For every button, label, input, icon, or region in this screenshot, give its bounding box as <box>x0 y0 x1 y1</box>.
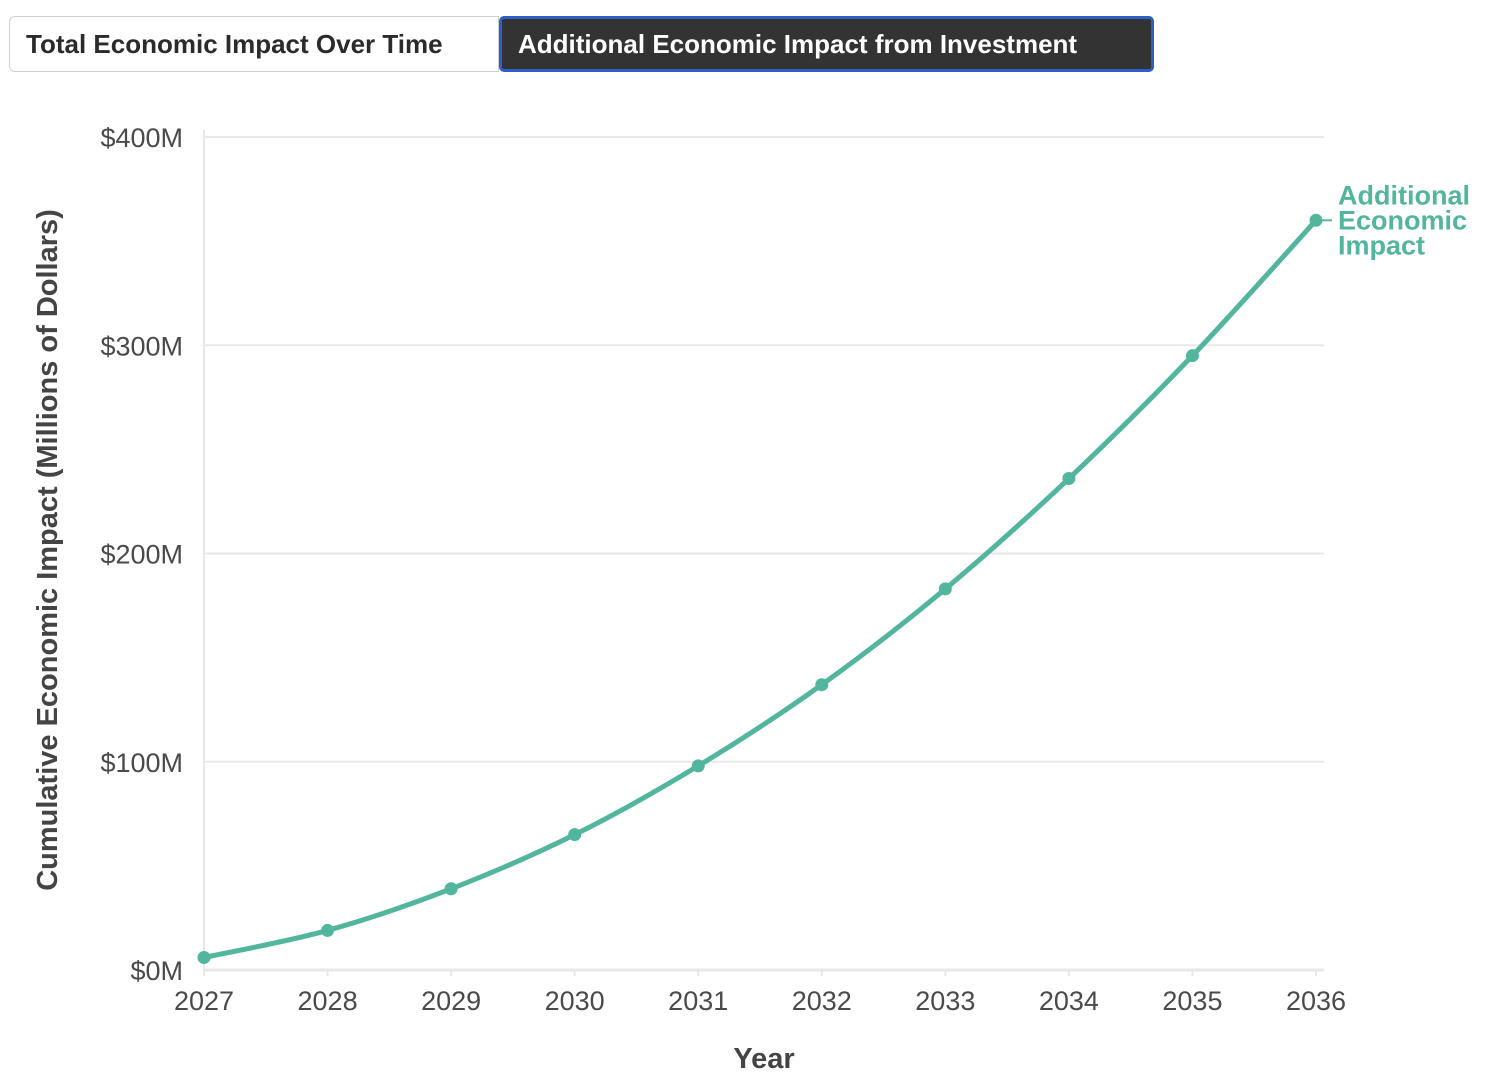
gridlines <box>204 136 1324 763</box>
y-tick-label: $0M <box>130 956 183 986</box>
x-tick-label: 2029 <box>421 986 481 1016</box>
x-axis-title: Year <box>733 1043 794 1075</box>
y-tick-label: $200M <box>100 540 183 570</box>
x-tick-label: 2036 <box>1286 986 1346 1016</box>
x-tick-label: 2030 <box>545 986 605 1016</box>
y-axis-tick-labels: $0M $100M $200M $300M $400M <box>100 123 183 986</box>
axes <box>203 130 1324 976</box>
data-point-2027[interactable] <box>197 951 211 965</box>
y-axis-title: Cumulative Economic Impact (Millions of … <box>32 209 64 891</box>
x-tick-label: 2027 <box>174 986 234 1016</box>
x-tick-label: 2034 <box>1039 986 1099 1016</box>
y-tick-label: $100M <box>100 748 183 778</box>
series-line <box>201 217 1319 961</box>
y-tick-label: $300M <box>100 331 183 361</box>
data-point-2028[interactable] <box>321 923 335 937</box>
tab-additional-economic-impact[interactable]: Additional Economic Impact from Investme… <box>499 16 1154 72</box>
data-point-2033[interactable] <box>938 582 952 596</box>
x-tick-label: 2033 <box>915 986 975 1016</box>
series-label: Impact <box>1338 230 1425 260</box>
x-axis-tick-labels: 2027 2028 2029 2030 2031 2032 2033 2034 2035 2036 <box>174 986 1346 1016</box>
view-tabs: Total Economic Impact Over Time Addition… <box>9 16 1154 72</box>
tab-total-economic-impact[interactable]: Total Economic Impact Over Time <box>9 16 499 72</box>
x-tick-label: 2032 <box>792 986 852 1016</box>
series-label: Economic <box>1338 205 1467 235</box>
x-tick-label: 2035 <box>1162 986 1222 1016</box>
x-tick-label: 2031 <box>668 986 728 1016</box>
series-label: Additional <box>1338 180 1470 210</box>
data-point-2035[interactable] <box>1185 349 1199 363</box>
data-point-2030[interactable] <box>568 828 582 842</box>
data-point-2029[interactable] <box>444 882 458 896</box>
y-tick-label: $400M <box>100 123 183 153</box>
x-tick-label: 2028 <box>298 986 358 1016</box>
data-point-2031[interactable] <box>691 759 705 773</box>
data-point-2032[interactable] <box>815 678 829 692</box>
data-point-2034[interactable] <box>1062 472 1076 486</box>
